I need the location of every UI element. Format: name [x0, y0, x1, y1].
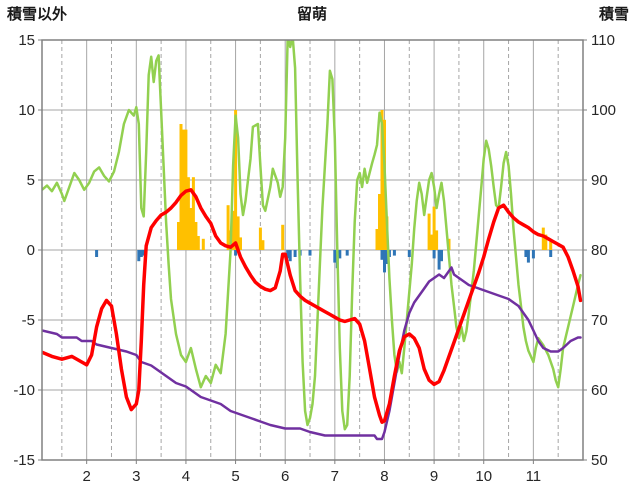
x-axis-tick-label: 6: [281, 468, 289, 485]
series-purple-line: [42, 266, 582, 441]
right-axis-tick-label: 50: [591, 452, 608, 469]
chart-title: 留萌: [297, 5, 327, 23]
left-axis-tick-label: -15: [13, 452, 35, 469]
x-axis-tick-label: 10: [475, 468, 492, 485]
x-axis-tick-label: 9: [430, 468, 438, 485]
right-axis-title: 積雪: [598, 5, 629, 23]
right-axis-tick-label: 90: [591, 172, 608, 189]
series-green-line: [42, 40, 582, 431]
right-axis-tick-label: 80: [591, 242, 608, 259]
right-axis-tick-label: 60: [591, 382, 608, 399]
right-axis-tick-label: 110: [591, 32, 615, 49]
left-axis-title: 積雪以外: [6, 5, 67, 23]
x-axis-tick-label: 11: [526, 468, 542, 485]
series-orange-bars: [177, 110, 553, 250]
right-axis-tick-label: 100: [591, 102, 616, 119]
x-axis-tick-label: 8: [380, 468, 388, 485]
plot-layer: -15 -10 -5 0 5 10 15 50 60 70 80 90 100 110 2 3 4 5 6 7 8 9 10…: [13, 32, 616, 485]
x-axis-tick-label: 7: [331, 468, 339, 485]
left-axis-tick-label: 10: [18, 102, 35, 119]
left-axis-tick-label: 5: [27, 172, 35, 189]
x-axis-tick-label: 4: [182, 468, 190, 485]
left-axis-tick-label: 15: [18, 32, 35, 49]
right-axis-tick-label: 70: [591, 312, 608, 329]
series-red-line: [42, 188, 583, 424]
x-axis-tick-label: 2: [82, 468, 90, 485]
series-blue-bars: [95, 250, 553, 273]
left-axis-tick-label: 0: [27, 242, 35, 259]
left-axis-tick-label: -5: [22, 312, 35, 329]
x-axis-tick-label: 3: [132, 468, 140, 485]
x-axis-tick-label: 5: [231, 468, 239, 485]
axis-labels: -15 -10 -5 0 5 10 15 50 60 70 80 90 100 110 2 3 4 5 6 7 8 9 10…: [13, 32, 616, 485]
left-axis-tick-label: -10: [13, 382, 35, 399]
